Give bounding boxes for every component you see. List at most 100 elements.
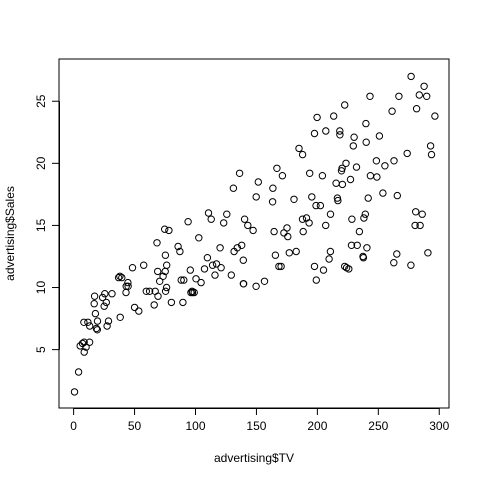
data-point [330,112,338,120]
data-point [122,288,130,297]
data-point [310,129,319,138]
data-point [390,259,398,267]
data-point [70,388,79,396]
data-point [180,276,188,284]
data-point [355,227,364,236]
data-point [154,267,162,276]
data-point [103,322,111,330]
data-point [161,251,170,259]
data-point [275,262,283,271]
data-point [366,172,375,180]
data-point [85,338,94,346]
data-point [346,175,355,184]
data-point [306,169,314,178]
data-point [161,225,169,233]
data-point [217,264,225,272]
data-point [388,107,396,115]
data-point [284,232,292,241]
data-point [177,276,185,284]
data-point [212,260,221,268]
data-point [145,287,154,295]
data-point [290,195,298,204]
data-point [295,144,303,153]
y-tick-label: 5 [34,346,48,353]
x-axis: 0 50 100 150 200 250 300 [70,408,450,433]
data-point [326,247,335,256]
data-point [412,208,420,216]
data-point [372,157,381,165]
data-point [342,159,350,168]
data-point [239,280,248,288]
data-point [128,264,137,272]
x-tick-label: 200 [307,419,327,433]
data-point [270,227,278,236]
x-tick-label: 250 [368,419,388,433]
data-point [165,226,173,235]
data-point [271,251,280,259]
data-point [207,215,215,223]
data-point [240,215,249,223]
data-point [325,255,333,263]
data-point [93,317,102,325]
data-point [93,326,102,334]
data-point [100,302,108,310]
data-point [347,241,356,250]
data-point [104,317,113,325]
data-point [153,239,161,247]
data-point [233,244,242,252]
data-point [238,241,246,250]
data-point [360,214,368,222]
data-point [229,184,238,192]
data-point [326,210,335,218]
data-point [118,273,126,282]
data-point [80,348,88,356]
data-point [227,271,236,279]
y-tick-label: 25 [34,94,48,108]
data-point [302,214,311,222]
data-point [260,277,269,285]
data-point [359,254,368,262]
data-point [418,210,426,218]
data-point [283,224,291,232]
data-point [305,219,313,227]
data-point [162,283,171,292]
data-point [102,298,111,307]
data-point [269,184,277,192]
data-point [273,164,281,173]
data-point [319,266,328,274]
data-point [140,261,148,269]
data-point [318,172,327,180]
data-point [390,157,398,165]
data-point [412,105,421,113]
data-point [416,221,424,230]
data-point [80,318,88,326]
data-point [98,293,107,302]
data-point [407,261,415,269]
data-point [223,210,231,218]
data-point [345,265,353,273]
data-point [174,242,182,251]
x-tick-label: 0 [70,419,77,433]
data-point [299,227,307,236]
data-point [411,221,419,230]
data-point [362,138,370,146]
data-point [192,275,200,283]
data-point [381,162,389,170]
data-point [101,290,109,298]
data-point [361,210,369,218]
data-point [186,266,195,274]
data-point [353,241,361,250]
data-point [108,290,116,298]
data-point [114,273,123,282]
data-point [363,244,371,252]
data-point [197,278,205,287]
data-point [74,368,83,376]
data-point [362,119,370,128]
data-point [352,163,361,171]
data-point [91,309,100,318]
data-point [426,142,435,150]
data-point [407,72,415,81]
data-point [235,169,244,178]
data-point [334,196,342,205]
